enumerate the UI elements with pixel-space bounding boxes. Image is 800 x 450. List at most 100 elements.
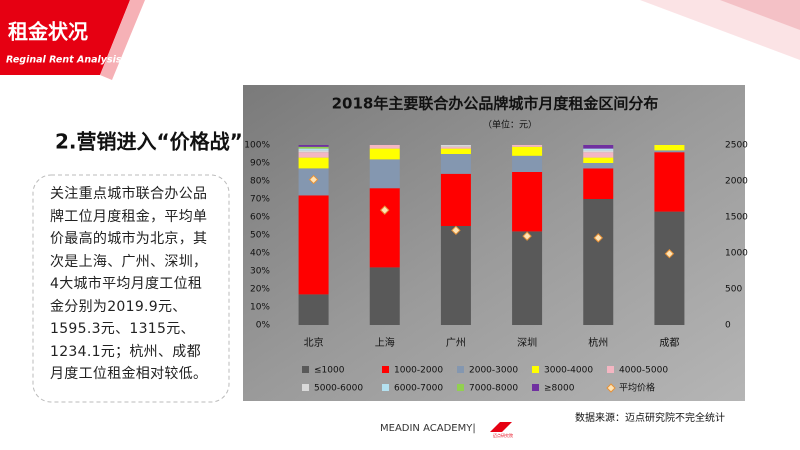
y-tick-label: 80% (250, 177, 270, 187)
bar-segment (583, 152, 614, 158)
section-heading: 2.营销进入“价格战” (55, 130, 243, 154)
y-tick-label: 100% (244, 141, 270, 151)
bar-segment (440, 148, 471, 154)
legend-label: 2000-3000 (469, 366, 518, 376)
x-tick-label: 深圳 (517, 337, 537, 349)
legend-swatch (532, 384, 539, 391)
legend-swatch (532, 366, 539, 373)
avg-price-marker (593, 233, 603, 243)
bar-segment (298, 148, 329, 151)
legend-swatch (302, 384, 309, 391)
bar-segment (583, 148, 614, 151)
bar-segment (583, 150, 614, 153)
bar-segment (369, 145, 400, 149)
avg-price-marker (380, 205, 390, 215)
bar-segment (512, 172, 543, 232)
y-tick-label: 30% (250, 267, 270, 277)
y-tick-label: 40% (250, 249, 270, 259)
bar-segment (654, 145, 685, 151)
y-tick-label: 70% (250, 195, 270, 205)
bar-segment (583, 163, 614, 169)
legend-swatch (382, 366, 389, 373)
legend-swatch (382, 384, 389, 391)
x-tick-label: 广州 (446, 337, 466, 349)
legend-swatch (457, 366, 464, 373)
legend-label: 6000-7000 (394, 384, 443, 394)
legend-label: 5000-6000 (314, 384, 363, 394)
avg-price-marker (451, 225, 461, 236)
legend-swatch (302, 366, 309, 373)
bar-segment (512, 155, 543, 172)
bar-segment (298, 152, 329, 158)
avg-price-marker (308, 174, 319, 185)
legend-label: ≤1000 (314, 366, 345, 376)
bar-segment (298, 145, 329, 147)
y-tick-label: 50% (250, 231, 270, 241)
header-title: 租金状况 (8, 20, 88, 44)
bar-segment (440, 154, 471, 174)
y2-tick-label: 2000 (725, 177, 748, 187)
avg-price-marker (522, 231, 532, 241)
header-stripe (100, 0, 145, 80)
y2-tick-label: 1500 (725, 213, 748, 223)
bar-segment (298, 157, 329, 169)
y2-tick-label: 2500 (725, 141, 748, 151)
corner-decoration (720, 0, 800, 30)
chart-title: 2018年主要联合办公品牌城市月度租金区间分布 (332, 95, 659, 113)
bar-segment (583, 145, 614, 149)
bar-segment (440, 173, 471, 226)
y2-tick-label: 0 (725, 321, 731, 331)
bar-segment (654, 150, 685, 153)
text-box (32, 174, 230, 403)
legend-swatch (606, 383, 616, 393)
bar-segment (440, 146, 471, 149)
y2-tick-label: 1000 (725, 249, 748, 259)
x-tick-label: 成都 (659, 337, 679, 349)
y2-tick-label: 500 (725, 285, 742, 295)
chart-subtitle: （单位：元） (483, 119, 537, 131)
legend-label: 3000-4000 (544, 366, 593, 376)
x-tick-label: 北京 (304, 336, 324, 349)
legend-label: 平均价格 (619, 382, 655, 394)
bar-segment (512, 146, 543, 156)
logo-icon (490, 422, 512, 432)
bar-segment (369, 159, 400, 189)
legend-label: ≥8000 (544, 384, 575, 394)
bar-segment (512, 145, 543, 147)
bar-segment (369, 148, 400, 160)
header-banner (0, 0, 130, 75)
bar-segment (298, 150, 329, 153)
x-tick-label: 上海 (375, 336, 395, 349)
legend-label: 1000-2000 (394, 366, 443, 376)
bar-segment (298, 146, 329, 149)
y-tick-label: 0% (256, 321, 271, 331)
legend-swatch (607, 366, 614, 373)
bar-segment (369, 188, 400, 268)
bar-segment (583, 199, 614, 325)
bar-segment (298, 195, 329, 295)
legend-swatch (457, 384, 464, 391)
bar-segment (440, 145, 471, 147)
header-subtitle: Reginal Rent Analysis (6, 55, 122, 66)
x-tick-label: 杭州 (588, 336, 608, 349)
bar-segment (512, 231, 543, 325)
bar-segment (298, 294, 329, 325)
footer-source: 数据来源：迈点研究院不完全统计 (575, 411, 725, 424)
y-tick-label: 20% (250, 285, 270, 295)
bar-segment (583, 157, 614, 163)
bar-segment (583, 168, 614, 199)
legend-label: 4000-5000 (619, 366, 668, 376)
y-tick-label: 10% (250, 303, 270, 313)
footer-brand: MEADIN ACADEMY| (380, 423, 476, 434)
legend-label: 7000-8000 (469, 384, 518, 394)
bar-segment (440, 226, 471, 325)
bar-segment (654, 211, 685, 325)
description-text: 关注重点城市联合办公品牌工位月度租金，平均单价最高的城市为北京，其次是上海、广州… (50, 186, 208, 382)
y-tick-label: 90% (250, 159, 270, 169)
avg-price-marker (664, 249, 675, 259)
logo-text: 迈点研究院 (493, 432, 513, 438)
bar-segment (654, 152, 685, 212)
bar-segment (369, 267, 400, 325)
